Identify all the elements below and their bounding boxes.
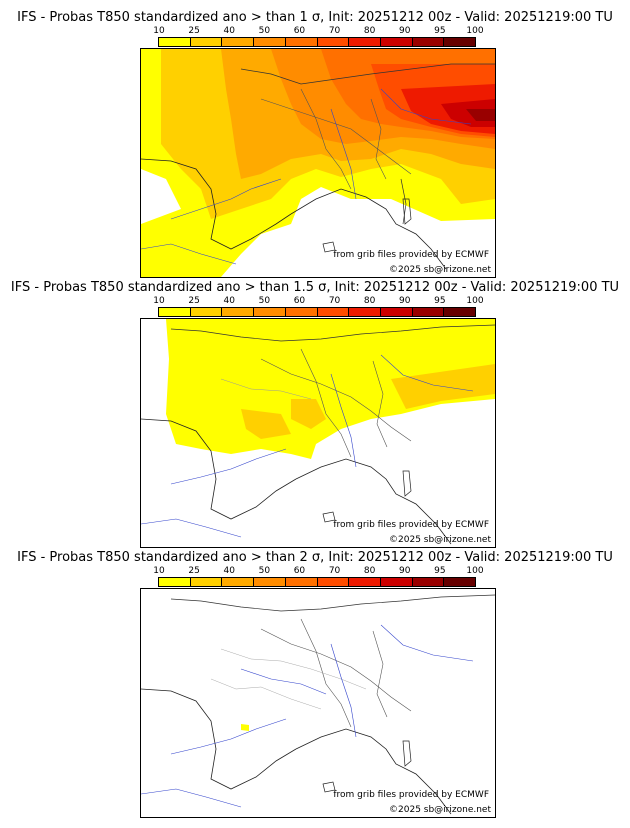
- colorbar-swatch: [444, 38, 476, 46]
- colorbar-labels: 10 25 40 50 60 70 80 90 95 100: [153, 26, 483, 37]
- colorbar-tick-label: 50: [258, 26, 271, 36]
- colorbar-tick-label: 90: [399, 566, 411, 576]
- colorbar-tick-label: 95: [434, 296, 446, 306]
- probability-panel-2-sigma: IFS - Probas T850 standardized ano > tha…: [0, 550, 630, 820]
- colorbar-tick-label: 40: [223, 566, 235, 576]
- colorbar-tick-label: 40: [223, 26, 235, 36]
- colorbar-tick-label: 10: [153, 566, 165, 576]
- colorbar-tick-label: 70: [328, 296, 341, 306]
- colorbar-swatch: [380, 308, 413, 316]
- colorbar-swatches: [158, 37, 476, 47]
- colorbar-swatch: [412, 308, 445, 316]
- colorbar-tick-label: 90: [399, 26, 411, 36]
- colorbar-tick-label: 80: [363, 296, 376, 306]
- colorbar-swatch: [254, 38, 286, 46]
- colorbar-swatch: [254, 578, 286, 586]
- colorbar-swatches: [158, 307, 476, 317]
- colorbar-tick-label: 50: [258, 296, 271, 306]
- source-credit: from grib files provided by ECMWF: [333, 520, 489, 530]
- colorbar-swatch: [349, 578, 381, 586]
- colorbar-tick-label: 70: [328, 566, 341, 576]
- source-credit: from grib files provided by ECMWF: [333, 250, 489, 260]
- colorbar-tick-label: 60: [293, 296, 306, 306]
- colorbar-swatch: [190, 578, 223, 586]
- probability-map: from grib files provided by ECMWF ©2025 …: [140, 318, 496, 548]
- colorbar-tick-label: 25: [188, 566, 200, 576]
- colorbar-swatch: [222, 308, 255, 316]
- colorbar-tick-label: 95: [434, 566, 446, 576]
- colorbar: 10 25 40 50 60 70 80 90 95 100: [153, 296, 484, 318]
- colorbar: 10 25 40 50 60 70 80 90 95 100: [153, 566, 484, 588]
- colorbar-swatch: [159, 38, 191, 46]
- colorbar-tick-label: 70: [328, 26, 341, 36]
- colorbar-tick-label: 100: [466, 566, 484, 576]
- colorbar-swatch: [285, 308, 318, 316]
- colorbar-tick-label: 60: [293, 26, 306, 36]
- colorbar-swatch: [285, 38, 318, 46]
- colorbar-swatch: [222, 578, 255, 586]
- colorbar-tick-label: 50: [258, 566, 271, 576]
- colorbar-tick-label: 10: [153, 26, 165, 36]
- colorbar-tick-label: 25: [188, 26, 200, 36]
- colorbar-swatch: [254, 308, 286, 316]
- colorbar-swatch: [159, 308, 191, 316]
- colorbar-swatch: [222, 38, 255, 46]
- colorbar-tick-label: 95: [434, 26, 446, 36]
- colorbar-tick-label: 10: [153, 296, 165, 306]
- colorbar-tick-label: 100: [466, 26, 484, 36]
- colorbar-swatch: [190, 38, 223, 46]
- colorbar-tick-label: 60: [293, 566, 306, 576]
- copyright: ©2025 sb@irizone.net: [389, 265, 491, 275]
- colorbar-tick-label: 100: [466, 296, 484, 306]
- colorbar-swatch: [412, 38, 445, 46]
- colorbar-labels: 10 25 40 50 60 70 80 90 95 100: [153, 566, 483, 577]
- colorbar-tick-label: 90: [399, 296, 411, 306]
- colorbar-swatch: [349, 308, 381, 316]
- colorbar-swatch: [444, 578, 476, 586]
- colorbar-swatch: [349, 38, 381, 46]
- probability-map: from grib files provided by ECMWF ©2025 …: [140, 588, 496, 818]
- colorbar-swatch: [159, 578, 191, 586]
- colorbar: 10 25 40 50 60 70 80 90 95 100: [153, 26, 484, 48]
- colorbar-swatch: [444, 308, 476, 316]
- colorbar-tick-label: 80: [363, 26, 376, 36]
- colorbar-tick-label: 25: [188, 296, 200, 306]
- probability-map: from grib files provided by ECMWF ©2025 …: [140, 48, 496, 278]
- copyright: ©2025 sb@irizone.net: [389, 535, 491, 545]
- colorbar-tick-label: 80: [363, 566, 376, 576]
- map-graphic: [141, 594, 495, 815]
- colorbar-swatch: [380, 578, 413, 586]
- colorbar-swatch: [412, 578, 445, 586]
- panel-title: IFS - Probas T850 standardized ano > tha…: [17, 10, 613, 25]
- colorbar-swatch: [317, 308, 350, 316]
- colorbar-swatch: [380, 38, 413, 46]
- colorbar-tick-label: 40: [223, 296, 235, 306]
- probability-panel-1-5-sigma: IFS - Probas T850 standardized ano > tha…: [0, 280, 630, 550]
- colorbar-labels: 10 25 40 50 60 70 80 90 95 100: [153, 296, 483, 307]
- colorbar-swatches: [158, 577, 476, 587]
- copyright: ©2025 sb@irizone.net: [389, 805, 491, 815]
- colorbar-swatch: [190, 308, 223, 316]
- panel-title: IFS - Probas T850 standardized ano > tha…: [17, 550, 613, 565]
- colorbar-swatch: [317, 38, 350, 46]
- map-graphic: [141, 319, 495, 545]
- panel-title: IFS - Probas T850 standardized ano > tha…: [10, 280, 620, 295]
- map-graphic: [141, 49, 495, 277]
- colorbar-swatch: [317, 578, 350, 586]
- colorbar-swatch: [285, 578, 318, 586]
- probability-panel-1-sigma: IFS - Probas T850 standardized ano > tha…: [0, 10, 630, 280]
- source-credit: from grib files provided by ECMWF: [333, 790, 489, 800]
